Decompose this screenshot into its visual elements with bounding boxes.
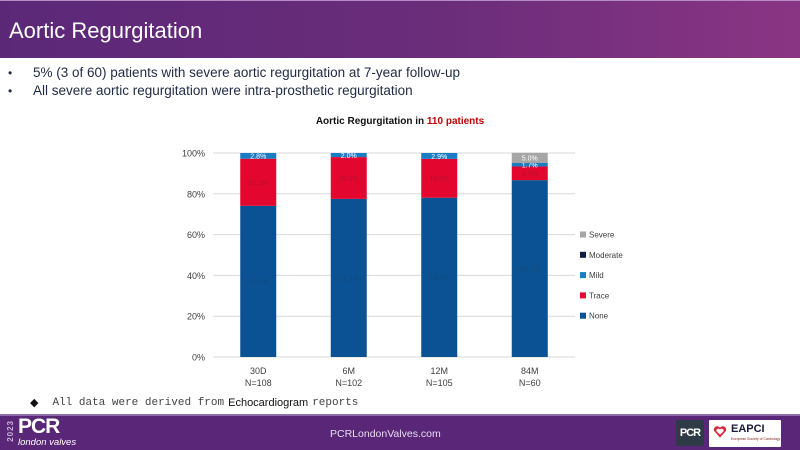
- bullet-text: All severe aortic regurgitation were int…: [33, 83, 413, 98]
- y-tick-label: 60%: [187, 230, 205, 240]
- eapci-name: EAPCI: [731, 423, 765, 435]
- legend-label: Mild: [589, 271, 604, 280]
- diamond-bullet-icon: ◆: [30, 397, 39, 409]
- bar-segment-mild: [240, 153, 277, 159]
- chart-title-highlight: 110 patients: [426, 116, 485, 127]
- bar-segment-trace: [330, 157, 367, 199]
- bar-segment-trace: [240, 158, 277, 206]
- logo-year: 2023: [6, 420, 15, 442]
- y-tick-label: 80%: [187, 189, 205, 199]
- x-tick-label: 84M: [521, 366, 539, 376]
- data-label: 74.1%: [248, 279, 268, 286]
- legend-swatch-trace: [580, 292, 586, 299]
- x-tick-sublabel: N=102: [335, 378, 362, 388]
- data-label: 20.5%: [339, 176, 359, 183]
- bar-segment-trace: [511, 166, 548, 181]
- bar-segment-trace: [421, 158, 458, 198]
- logo-name: PCR: [18, 415, 60, 438]
- data-label: 1.7%: [522, 163, 538, 170]
- y-tick-label: 100%: [182, 149, 205, 159]
- data-label: 78.1%: [429, 275, 449, 282]
- pcr-badge-logo: PCR: [676, 420, 704, 446]
- note-text-1: All data were derived from: [52, 396, 225, 409]
- x-tick-label: 12M: [430, 366, 448, 376]
- bullet-item: • All severe aortic regurgitation were i…: [8, 82, 460, 100]
- x-tick-label: 30D: [250, 366, 267, 376]
- legend-swatch-none: [580, 312, 586, 319]
- title-bar: Aortic Regurgitation: [0, 0, 800, 58]
- data-label: 23.1%: [248, 180, 268, 187]
- eapci-logo: EAPCI European Society of Cardiology: [709, 420, 781, 447]
- bullet-dot-icon: •: [8, 84, 13, 98]
- legend-label: Moderate: [589, 251, 623, 260]
- heart-icon: [713, 426, 727, 438]
- data-label: 2.9%: [431, 154, 447, 161]
- data-label: 2.0%: [341, 153, 357, 160]
- note-text-2: Echocardiogram: [228, 396, 309, 409]
- pcr-london-valves-logo: 2023 PCR london valves: [6, 415, 116, 448]
- bullet-dot-icon: •: [8, 66, 13, 80]
- data-label: 5.0%: [522, 156, 538, 163]
- legend-swatch-moderate: [580, 251, 586, 258]
- bar-segment-none: [511, 180, 548, 357]
- legend-label: Severe: [589, 231, 615, 240]
- bar-segment-severe: [511, 152, 548, 163]
- data-label: 19.0%: [429, 176, 449, 183]
- chart-title: Aortic Regurgitation in 110 patients: [0, 116, 800, 127]
- footer-bar: 2023 PCR london valves PCRLondonValves.c…: [0, 414, 800, 450]
- bar-segment-mild: [511, 162, 548, 167]
- bar-segment-mild: [421, 153, 458, 159]
- bar-segment-none: [330, 198, 367, 357]
- slide-title: Aortic Regurgitation: [9, 18, 203, 43]
- legend-swatch-mild: [580, 272, 586, 279]
- data-label: 6.7%: [522, 171, 538, 178]
- chart-title-prefix: Aortic Regurgitation in: [315, 116, 427, 127]
- x-tick-sublabel: N=105: [426, 378, 453, 388]
- x-tick-sublabel: N=60: [519, 378, 541, 388]
- bar-segment-mild: [330, 153, 367, 158]
- note-text-3: reports: [312, 396, 359, 409]
- bullet-text: 5% (3 of 60) patients with severe aortic…: [33, 65, 460, 80]
- data-label: 86.7%: [520, 266, 540, 273]
- data-source-note: ◆ All data were derived from Echocardiog…: [30, 396, 359, 410]
- bar-segment-none: [240, 205, 277, 357]
- legend-swatch-severe: [580, 231, 586, 238]
- data-label: 2.8%: [250, 154, 266, 161]
- logo-subtitle: london valves: [18, 437, 77, 448]
- x-tick-label: 6M: [342, 366, 355, 376]
- bullet-list: • 5% (3 of 60) patients with severe aort…: [8, 64, 460, 100]
- footer-url: PCRLondonValves.com: [330, 428, 441, 440]
- legend-label: None: [589, 312, 609, 321]
- y-tick-label: 0%: [192, 353, 205, 363]
- y-tick-label: 20%: [187, 312, 205, 322]
- data-label: 77.5%: [339, 276, 359, 283]
- legend-label: Trace: [589, 291, 610, 300]
- y-tick-label: 40%: [187, 271, 205, 281]
- x-tick-sublabel: N=108: [245, 378, 272, 388]
- bullet-item: • 5% (3 of 60) patients with severe aort…: [8, 64, 460, 82]
- bar-segment-none: [421, 197, 458, 357]
- eapci-subtitle: European Society of Cardiology: [731, 437, 781, 441]
